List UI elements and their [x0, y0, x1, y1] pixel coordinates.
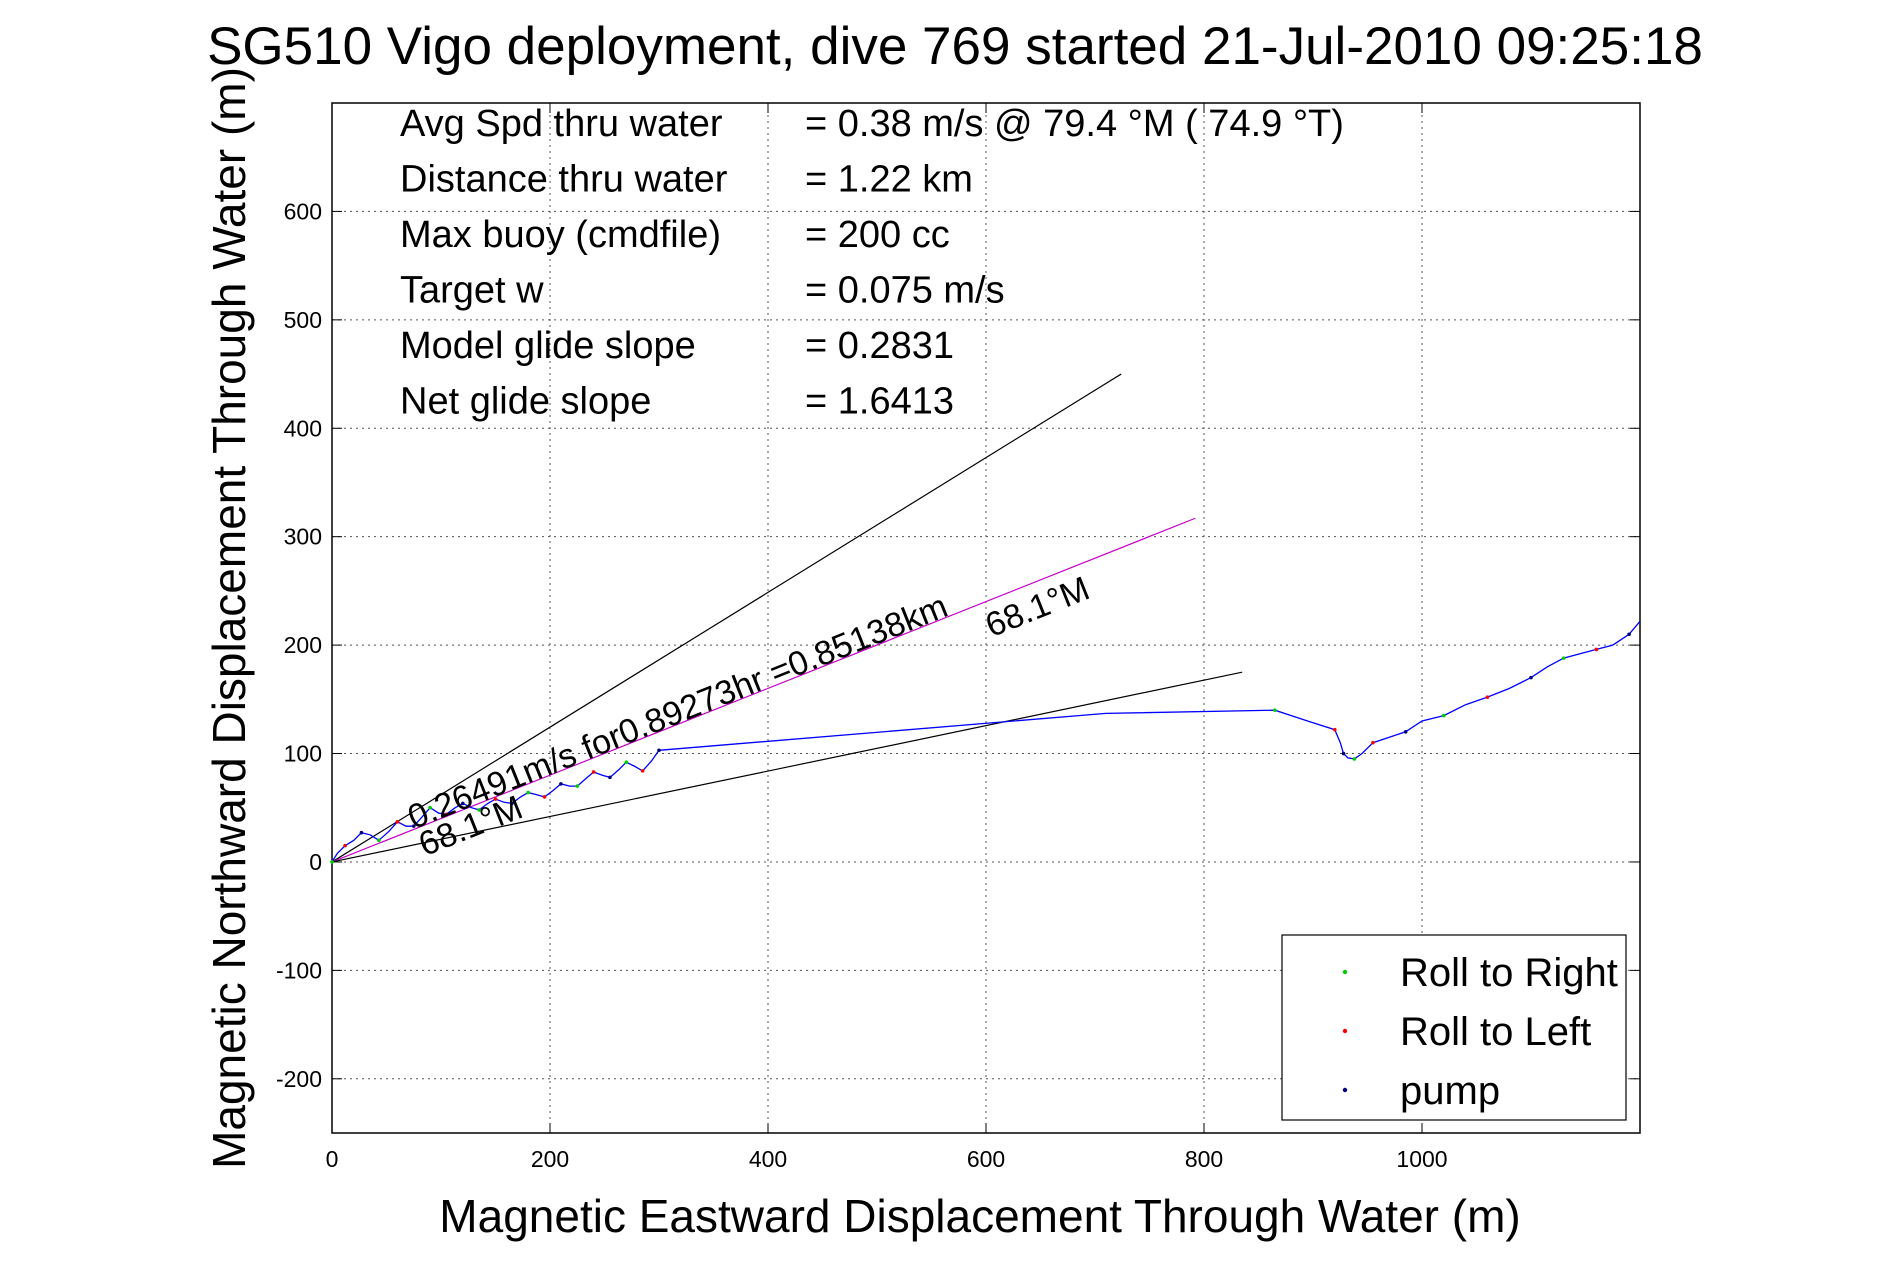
- legend-marker: [1342, 1087, 1348, 1093]
- legend-marker: [1342, 969, 1348, 975]
- info-label: Distance thru water: [400, 159, 728, 201]
- data-point: [1352, 757, 1357, 761]
- reference-line-upper-bound: [331, 373, 1122, 863]
- data-point: [657, 748, 661, 753]
- y-tick-label: 100: [284, 741, 322, 767]
- series-group: [330, 620, 1641, 864]
- data-point: [1485, 695, 1490, 699]
- info-value: = 200 cc: [805, 214, 950, 256]
- data-point: [1561, 656, 1566, 660]
- y-tick-label: 0: [309, 849, 322, 875]
- legend: Roll to Right Roll to Left pump: [1281, 934, 1627, 1121]
- reference-lines: [331, 373, 1243, 863]
- data-point: [1529, 675, 1533, 680]
- x-axis-label: Magnetic Eastward Displacement Through W…: [439, 1190, 1520, 1242]
- x-tick-label: 400: [749, 1146, 787, 1172]
- data-point: [343, 843, 347, 848]
- data-point: [608, 775, 612, 780]
- x-tick-label: 1000: [1396, 1146, 1447, 1172]
- grid: [331, 103, 1640, 1133]
- data-point: [395, 820, 400, 824]
- info-label: Net glide slope: [400, 381, 651, 423]
- legend-marker: [1342, 1028, 1348, 1034]
- annotations: 0.26491m/s for0.89273hr =0.85138km 68.1°M…: [403, 570, 1095, 864]
- data-point: [575, 784, 580, 788]
- legend-box: [1281, 934, 1627, 1121]
- series-line-track: [331, 620, 1641, 863]
- info-box: Avg Spd thru water = 0.38 m/s @ 79.4 °M (…: [400, 103, 1344, 423]
- y-tick-label: 400: [284, 415, 322, 441]
- data-point: [624, 760, 629, 764]
- info-value: = 1.6413: [805, 381, 954, 423]
- data-point: [477, 808, 481, 812]
- data-point: [640, 769, 645, 773]
- info-value: = 0.38 m/s @ 79.4 °M ( 74.9 °T): [805, 103, 1344, 145]
- data-point: [1594, 647, 1599, 652]
- info-label: Model glide slope: [400, 325, 696, 367]
- data-point: [359, 830, 364, 835]
- data-point: [559, 782, 563, 786]
- x-tick-label: 600: [967, 1146, 1005, 1172]
- x-tick-label: 200: [531, 1146, 569, 1172]
- data-point: [411, 824, 416, 828]
- y-tick-label: -100: [276, 957, 322, 983]
- info-value: = 0.2831: [805, 325, 954, 367]
- data-point: [510, 801, 514, 806]
- y-tick-label: 500: [284, 307, 322, 333]
- data-point: [542, 795, 547, 799]
- legend-label: Roll to Right: [1400, 951, 1618, 995]
- y-ticks: -200 -100 0 100 200 300 400 500 600: [276, 198, 1640, 1092]
- data-point: [1341, 751, 1346, 756]
- data-point: [526, 790, 530, 795]
- data-point: [1273, 708, 1277, 712]
- y-tick-label: -200: [276, 1066, 322, 1092]
- chart-title: SG510 Vigo deployment, dive 769 started …: [207, 17, 1703, 76]
- x-tick-label: 0: [326, 1146, 339, 1172]
- data-point: [493, 797, 498, 801]
- data-point: [1403, 730, 1408, 734]
- info-label: Target w: [400, 270, 544, 312]
- data-point: [1442, 713, 1446, 718]
- x-ticks: 0 200 400 600 800 1000: [326, 103, 1448, 1172]
- data-point: [591, 770, 596, 774]
- y-tick-label: 300: [284, 524, 322, 550]
- data-point: [461, 801, 465, 806]
- info-label: Avg Spd thru water: [400, 103, 723, 145]
- reference-line-current-direction: [331, 517, 1196, 863]
- reference-line-lower-bound: [331, 671, 1243, 863]
- data-point: [1627, 632, 1631, 637]
- data-point: [428, 805, 432, 810]
- x-tick-label: 800: [1185, 1146, 1223, 1172]
- data-point: [330, 860, 334, 864]
- y-axis-label: Magnetic Northward Displacement Through …: [203, 67, 255, 1169]
- legend-label: pump: [1400, 1069, 1500, 1113]
- legend-label: Roll to Left: [1400, 1010, 1591, 1054]
- info-label: Max buoy (cmdfile): [400, 214, 721, 256]
- data-point: [377, 838, 381, 843]
- info-value: = 0.075 m/s: [805, 270, 1005, 312]
- y-tick-label: 200: [284, 632, 322, 658]
- y-tick-label: 600: [284, 198, 322, 224]
- data-point: [1371, 740, 1375, 745]
- data-point: [444, 812, 449, 817]
- info-value: = 1.22 km: [805, 159, 973, 201]
- data-point: [1333, 727, 1337, 732]
